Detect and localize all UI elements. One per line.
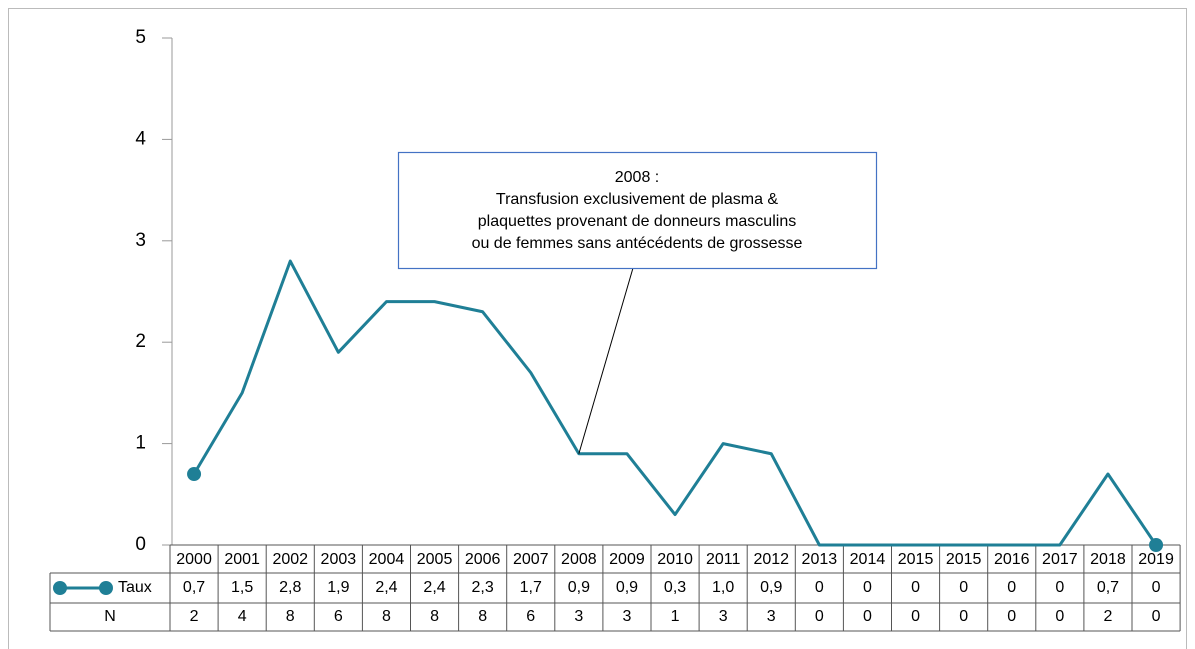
x-tick-label: 2015 xyxy=(946,551,982,568)
x-tick-label: 2002 xyxy=(272,551,308,568)
value-label: 0 xyxy=(815,579,824,596)
table-value: 3 xyxy=(574,608,583,625)
value-label: 0,7 xyxy=(1097,579,1119,596)
table-value: 0 xyxy=(959,608,968,625)
x-tick-label: 2017 xyxy=(1042,551,1078,568)
value-label: 0,7 xyxy=(183,579,205,596)
table-value: 0 xyxy=(815,608,824,625)
y-tick-label: 4 xyxy=(135,128,146,149)
table-value: 0 xyxy=(1055,608,1064,625)
value-label: 2,3 xyxy=(472,579,494,596)
x-tick-label: 2003 xyxy=(321,551,357,568)
annotation-text: ou de femmes sans antécédents de grosses… xyxy=(472,235,803,252)
line xyxy=(192,259,1158,547)
x-tick-label: 2018 xyxy=(1090,551,1126,568)
x-tick-label: 2000 xyxy=(176,551,212,568)
value-label: 0 xyxy=(1055,579,1064,596)
chart-border xyxy=(8,8,1187,649)
value-label: 1,5 xyxy=(231,579,253,596)
value-label: 0 xyxy=(911,579,920,596)
y-tick-label: 0 xyxy=(135,534,146,555)
x-tick-label: 2004 xyxy=(369,551,405,568)
table-value: 1 xyxy=(671,608,680,625)
value-label: 0 xyxy=(863,579,872,596)
value-label: 0,3 xyxy=(664,579,686,596)
y-tick-label: 3 xyxy=(135,230,146,251)
table-value: 2 xyxy=(1103,608,1112,625)
callout-line xyxy=(578,267,634,454)
value-label: 1,7 xyxy=(520,579,542,596)
table-value: 4 xyxy=(238,608,247,625)
table-value: 6 xyxy=(526,608,535,625)
x-tick-label: 2016 xyxy=(994,551,1030,568)
x-tick-label: 2010 xyxy=(657,551,693,568)
x-tick-label: 2001 xyxy=(224,551,260,568)
x-tick-label: 2012 xyxy=(753,551,789,568)
row-label: N xyxy=(104,608,116,625)
x-tick-label: 2013 xyxy=(802,551,838,568)
table-value: 6 xyxy=(334,608,343,625)
marker xyxy=(1149,538,1164,552)
x-tick-label: 2006 xyxy=(465,551,501,568)
x-tick-label: 2015 xyxy=(898,551,934,568)
x-tick-label: 2014 xyxy=(850,551,886,568)
value-label: 1,0 xyxy=(712,579,734,596)
table-value: 3 xyxy=(622,608,631,625)
x-tick-label: 2011 xyxy=(706,551,741,568)
table-value: 8 xyxy=(478,608,487,625)
y-tick-label: 2 xyxy=(135,331,146,352)
x-tick-label: 2005 xyxy=(417,551,453,568)
table-value: 0 xyxy=(1152,608,1161,625)
value-label: 2,4 xyxy=(375,579,397,596)
legend-label: Taux xyxy=(118,579,152,596)
table-value: 0 xyxy=(1007,608,1016,625)
table-value: 8 xyxy=(430,608,439,625)
marker xyxy=(187,467,202,482)
table-value: 0 xyxy=(863,608,872,625)
value-label: 0 xyxy=(959,579,968,596)
y-tick-label: 5 xyxy=(135,27,146,48)
x-tick-label: 2019 xyxy=(1138,551,1174,568)
annotation-box xyxy=(397,151,878,270)
legend-marker xyxy=(53,581,67,595)
value-label: 2,4 xyxy=(423,579,445,596)
table-value: 0 xyxy=(911,608,920,625)
annotation-text: Transfusion exclusivement de plasma & xyxy=(496,191,779,208)
value-label: 0,9 xyxy=(616,579,638,596)
value-label: 0 xyxy=(1152,579,1161,596)
value-label: 2,8 xyxy=(279,579,301,596)
value-label: 1,9 xyxy=(327,579,349,596)
legend-marker xyxy=(99,581,113,595)
table-value: 3 xyxy=(719,608,728,625)
value-label: 0 xyxy=(1007,579,1016,596)
value-label: 0,9 xyxy=(568,579,590,596)
table-value: 3 xyxy=(767,608,776,625)
table-value: 8 xyxy=(382,608,391,625)
x-tick-label: 2009 xyxy=(609,551,645,568)
annotation-text: plaquettes provenant de donneurs masculi… xyxy=(478,213,796,230)
value-label: 0,9 xyxy=(760,579,782,596)
table-value: 2 xyxy=(190,608,199,625)
x-tick-label: 2007 xyxy=(513,551,549,568)
y-tick-label: 1 xyxy=(135,433,146,454)
table-value: 8 xyxy=(286,608,295,625)
annotation-text: 2008 : xyxy=(615,169,659,186)
x-tick-label: 2008 xyxy=(561,551,597,568)
